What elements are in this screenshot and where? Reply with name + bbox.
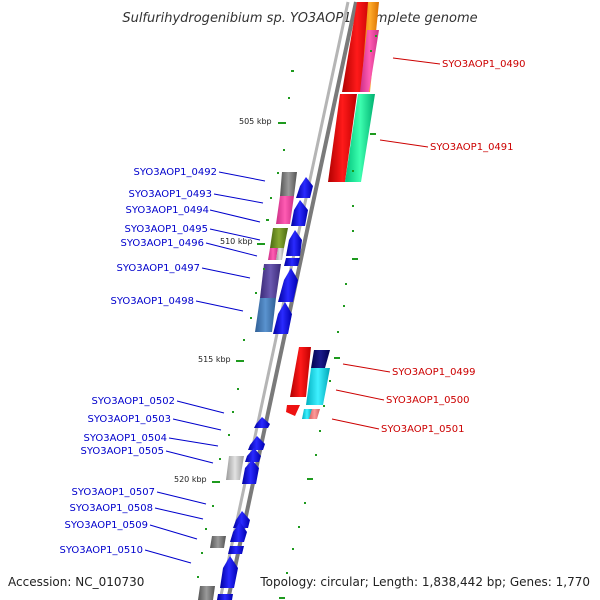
gene-block-0511b [217,594,233,600]
gene-label: SYO3AOP1_0498 [110,296,194,307]
gene-block-0508 [230,522,247,542]
gene-block-0491b [345,94,375,182]
gene-block-0505b [242,460,259,484]
gene-block-0510 [220,556,238,588]
gene-block-0496 [268,248,278,260]
scale-label-505: 505 kbp [239,117,272,126]
map-title: Sulfurihydrogenibium sp. YO3AOP1, comple… [122,11,477,26]
gene-label: SYO3AOP1_0493 [128,189,212,200]
gene-label: SYO3AOP1_0499 [392,367,476,378]
forward-strand-genes [286,2,379,419]
accession-text: Accession: NC_010730 [8,575,144,589]
gene-block-0509b [228,546,244,554]
scale-label-520: 520 kbp [174,475,207,484]
gene-block-0501b [309,409,320,419]
gene-block-0492b [296,177,313,198]
gene-label: SYO3AOP1_0504 [83,433,167,444]
gene-block-0495 [270,228,288,248]
gene-block-0498b [273,302,292,334]
gene-block-0511 [198,586,215,600]
gene-label: SYO3AOP1_0494 [125,205,209,216]
gene-labels-left: SYO3AOP1_0492 SYO3AOP1_0493 SYO3AOP1_049… [59,167,217,556]
gene-label: SYO3AOP1_0500 [386,395,470,406]
scale-label-515: 515 kbp [198,355,231,364]
gene-label: SYO3AOP1_0507 [71,487,155,498]
gene-label: SYO3AOP1_0508 [69,503,153,514]
gene-label: SYO3AOP1_0497 [116,263,200,274]
gene-label: SYO3AOP1_0503 [87,414,171,425]
leader-lines-right [331,57,441,430]
gene-block-0503 [248,436,265,450]
scale-ticks [197,35,377,599]
gene-block-0495b [286,230,302,256]
gene-block-0500 [306,368,330,405]
gene-block-0490c [360,30,379,92]
gene-label: SYO3AOP1_0492 [133,167,217,178]
gene-block-0502 [254,417,270,428]
gene-label: SYO3AOP1_0505 [80,446,164,457]
gene-block-0496b [276,248,284,260]
gene-block-0493 [276,196,294,224]
gene-block-0492 [280,172,297,196]
reverse-strand-genes [198,172,313,600]
gene-block-0499 [290,347,311,397]
genome-summary-text: Topology: circular; Length: 1,838,442 bp… [259,575,590,589]
gene-block-0500b [286,405,300,416]
leader-lines-left [144,171,266,564]
gene-block-0505 [226,456,244,480]
gene-block-0497 [260,264,281,298]
gene-block-0499b [311,350,330,368]
gene-label: SYO3AOP1_0496 [120,238,204,249]
gene-block-0498 [255,298,276,332]
gene-block-0494 [291,200,308,226]
gene-label: SYO3AOP1_0490 [442,59,526,70]
gene-label: SYO3AOP1_0510 [59,545,143,556]
gene-label: SYO3AOP1_0491 [430,142,514,153]
gene-block-0496c [284,258,300,266]
gene-block-0504 [245,448,261,462]
gene-block-0501 [302,409,312,419]
gene-block-0491 [328,94,357,182]
gene-block-0507 [233,511,250,528]
gene-block-0490 [342,2,372,92]
gene-label: SYO3AOP1_0501 [381,424,465,435]
gene-block-0509 [210,536,226,548]
gene-label: SYO3AOP1_0502 [91,396,175,407]
scale-label-510: 510 kbp [220,237,253,246]
gene-block-0497b [278,268,298,302]
gene-label: SYO3AOP1_0509 [64,520,148,531]
gene-label: SYO3AOP1_0495 [124,224,208,235]
gene-labels-right: SYO3AOP1_0490 SYO3AOP1_0491 SYO3AOP1_049… [381,59,526,435]
